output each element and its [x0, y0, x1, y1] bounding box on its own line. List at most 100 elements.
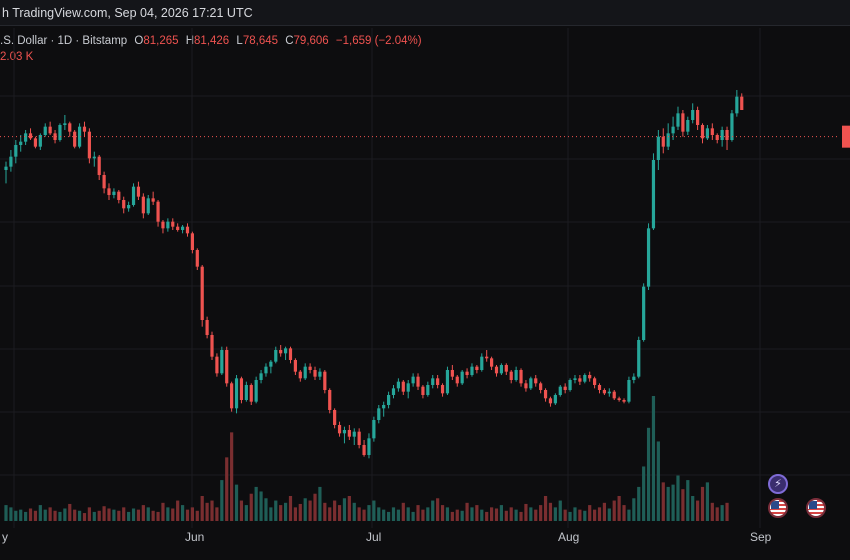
candle: [573, 375, 577, 384]
close-label: C: [285, 35, 294, 47]
volume-bar: [176, 500, 180, 521]
volume-bar: [33, 510, 38, 521]
volume-bar: [622, 505, 626, 521]
volume-bar: [509, 507, 513, 521]
volume-bar: [112, 509, 116, 521]
volume-bar: [53, 510, 57, 521]
symbol-label[interactable]: .S. Dollar · 1D · Bitstamp: [0, 35, 128, 47]
volume-bar: [642, 466, 646, 521]
us-flag-icon[interactable]: [806, 498, 826, 518]
candle: [92, 151, 96, 167]
candle: [411, 373, 415, 387]
volume-bar: [38, 505, 42, 521]
candle: [436, 375, 440, 389]
volume-bar: [386, 511, 391, 521]
volume-bar: [372, 500, 376, 521]
volume-bar: [117, 510, 121, 521]
volume-bar: [396, 509, 400, 521]
volume-bar: [558, 500, 562, 521]
volume-bar: [303, 498, 307, 521]
candle: [112, 188, 116, 199]
volume-bar: [264, 498, 268, 521]
volume-bar: [58, 511, 62, 521]
lightning-icon[interactable]: ⚡: [768, 474, 788, 494]
candle: [470, 363, 474, 377]
us-flag-icon[interactable]: [768, 498, 788, 518]
candle: [249, 383, 253, 405]
volume-bar: [593, 509, 597, 521]
volume-bar: [249, 493, 253, 521]
candle: [107, 183, 111, 200]
volume-bar: [612, 500, 616, 521]
volume-bar: [431, 500, 435, 521]
volume-bar: [146, 507, 150, 521]
candle: [63, 115, 67, 130]
candle: [244, 381, 248, 402]
candle: [220, 346, 224, 375]
candle: [396, 378, 400, 392]
volume-bar: [382, 509, 386, 521]
volume-bar: [195, 510, 199, 521]
candle: [406, 380, 410, 399]
volume-bar: [180, 505, 185, 521]
volume-bar: [489, 507, 494, 521]
volume-bar: [661, 482, 665, 521]
candle: [465, 368, 469, 379]
candle: [24, 130, 28, 145]
chart-grid: [0, 28, 850, 528]
candle: [176, 223, 180, 232]
volume-bar: [691, 496, 695, 521]
volume-bar: [563, 509, 567, 521]
candle: [264, 363, 268, 377]
candle: [298, 370, 302, 382]
volume-bar: [215, 507, 219, 521]
volume-bar: [637, 486, 641, 521]
candle: [612, 390, 616, 400]
candle: [180, 225, 185, 234]
candle: [568, 378, 572, 392]
candle: [225, 346, 229, 387]
volume-bar: [269, 507, 273, 521]
volume-bar: [190, 507, 194, 521]
candle: [740, 93, 744, 110]
volume-bar: [166, 507, 170, 521]
candle: [715, 133, 719, 144]
candle: [283, 346, 288, 360]
volume-bar: [440, 505, 445, 521]
volume-bar: [347, 496, 351, 521]
candle: [543, 388, 548, 402]
candle: [87, 128, 91, 164]
volume-bar: [421, 509, 425, 521]
volume-bars: [4, 396, 729, 521]
volume-bar: [524, 503, 528, 521]
volume-bar: [185, 509, 190, 521]
candle: [288, 346, 293, 364]
candle: [700, 123, 705, 144]
volume-bar: [519, 511, 523, 521]
candle: [195, 248, 199, 270]
volume-bar: [539, 505, 543, 521]
volume-bar: [671, 484, 675, 521]
volume-bar: [686, 480, 690, 521]
volume-bar: [283, 502, 288, 521]
candle: [563, 383, 567, 394]
volume-bar: [367, 505, 371, 521]
volume-bar: [578, 509, 582, 521]
candle: [455, 375, 459, 387]
volume-bar: [646, 427, 651, 521]
volume-bar: [450, 511, 454, 521]
candle: [656, 130, 660, 170]
candle: [328, 388, 332, 414]
candle: [578, 375, 582, 385]
candle: [190, 231, 194, 254]
volume-bar: [200, 496, 204, 521]
candle: [504, 363, 508, 375]
candle: [475, 365, 479, 374]
candle: [127, 201, 131, 212]
volume-bar: [705, 482, 710, 521]
volume-bar: [225, 457, 229, 521]
volume-bar: [499, 505, 504, 521]
volume-bar: [171, 508, 175, 521]
candle: [622, 398, 626, 404]
